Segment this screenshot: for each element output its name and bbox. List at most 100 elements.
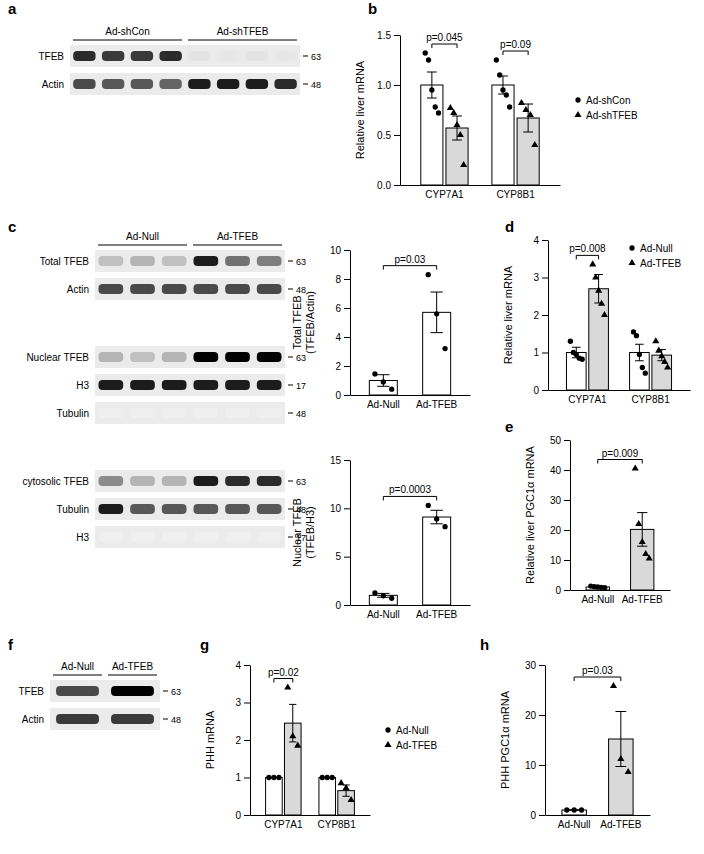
data-point — [453, 121, 460, 127]
p-value: p=0.008 — [569, 243, 606, 254]
data-point — [330, 775, 335, 780]
y-tick-mark — [344, 250, 350, 251]
panel-label: e — [505, 418, 513, 435]
x-tick: CYP7A1 — [425, 185, 464, 200]
data-point — [442, 524, 447, 529]
y-tick: 3 — [533, 272, 548, 283]
data-point — [564, 807, 569, 812]
data-point — [518, 99, 525, 105]
legend-label: Ad-shTFEB — [586, 110, 638, 121]
x-tick: Ad-TFEB — [416, 605, 457, 620]
legend-marker — [628, 259, 635, 265]
panel-label: b — [368, 0, 377, 17]
data-point — [610, 682, 617, 688]
band — [98, 380, 123, 390]
band — [257, 256, 282, 266]
mw-label: 63 — [171, 687, 181, 697]
blot-row-label: Tubulin — [57, 408, 89, 419]
y-tick-label: 0 — [335, 390, 341, 401]
panel-label: c — [8, 218, 16, 235]
legend-entry: Ad-Null — [629, 243, 672, 254]
mw-label: 48 — [296, 285, 306, 295]
mw-tick — [288, 385, 293, 386]
mw-label: 48 — [296, 409, 306, 419]
chart: 0246810Ad-NullAd-TFEBp=0.03Total TFEB(TF… — [291, 245, 471, 410]
data-point — [442, 346, 447, 351]
bar — [319, 778, 336, 816]
y-tick-label: 40 — [550, 465, 562, 476]
data-point — [389, 387, 394, 392]
band — [225, 352, 250, 362]
y-tick-label: 0 — [235, 810, 241, 821]
error-bar — [635, 344, 644, 361]
y-tick-mark — [344, 279, 350, 280]
y-tick-label: 10 — [550, 555, 562, 566]
band — [159, 51, 181, 61]
lane-group-label: Ad-Null — [126, 231, 159, 242]
band — [257, 380, 282, 390]
band — [130, 284, 155, 294]
legend-marker — [384, 741, 391, 747]
y-tick: 0.5 — [377, 130, 400, 141]
y-axis: 0102030 — [525, 660, 546, 821]
y-tick-label: 4 — [533, 235, 539, 246]
band — [130, 256, 155, 266]
y-axis-title: Total TFEB — [291, 295, 303, 349]
y-tick: 1.0 — [377, 80, 400, 91]
y-tick-mark — [539, 665, 545, 666]
y-tick-label: 2 — [335, 361, 341, 372]
lane-group-label: Ad-TFEB — [217, 231, 258, 242]
y-tick: 1.5 — [377, 30, 400, 41]
data-point — [294, 742, 301, 748]
band — [162, 352, 187, 362]
data-point — [643, 370, 648, 375]
data-point — [642, 550, 649, 556]
band — [131, 51, 153, 61]
y-tick-label: 1.0 — [377, 80, 391, 91]
data-point — [271, 775, 276, 780]
bar — [284, 723, 301, 815]
x-tick: Ad-Null — [367, 605, 400, 620]
chart: 051015Ad-NullAd-TFEBp=0.0003Nuclear TFEB… — [291, 455, 471, 620]
data-point — [646, 554, 653, 560]
data-point — [625, 768, 632, 774]
blot-background — [95, 498, 285, 520]
panel-label: a — [8, 0, 17, 17]
y-tick: 10 — [525, 760, 545, 771]
y-tick: 1 — [533, 347, 548, 358]
blot-background — [50, 708, 160, 730]
legend-entry: Ad-TFEB — [628, 258, 681, 269]
data-point — [434, 516, 439, 521]
band — [98, 504, 123, 514]
y-tick-mark — [244, 665, 250, 666]
significance-bracket — [383, 496, 436, 500]
data-point — [348, 796, 355, 802]
y-tick: 20 — [550, 525, 570, 536]
data-point — [635, 520, 642, 526]
y-axis: 051015 — [330, 455, 351, 611]
x-axis: Ad-NullAd-TFEB — [351, 395, 471, 410]
y-tick-mark — [344, 460, 350, 461]
blot-background — [95, 346, 285, 368]
blot-background — [50, 680, 160, 702]
x-tick: CYP8B1 — [631, 390, 670, 405]
y-tick-mark — [244, 740, 250, 741]
y-tick: 2 — [533, 310, 548, 321]
band — [193, 256, 218, 266]
band — [162, 532, 187, 542]
band — [130, 476, 155, 486]
data-point — [426, 503, 431, 508]
band — [162, 284, 187, 294]
band — [225, 532, 250, 542]
legend-entry: Ad-Null — [385, 725, 428, 736]
y-tick-label: 8 — [335, 274, 341, 285]
error-bar — [427, 72, 437, 98]
mw-label: 48 — [296, 505, 306, 515]
y-tick-label: 30 — [550, 495, 562, 506]
x-tick-label: Ad-TFEB — [416, 609, 457, 620]
error-bar — [523, 104, 533, 132]
data-point — [497, 72, 502, 77]
y-tick-mark — [539, 765, 545, 766]
blot-row-label: cytosolic TFEB — [23, 476, 90, 487]
y-tick: 4 — [335, 332, 350, 343]
